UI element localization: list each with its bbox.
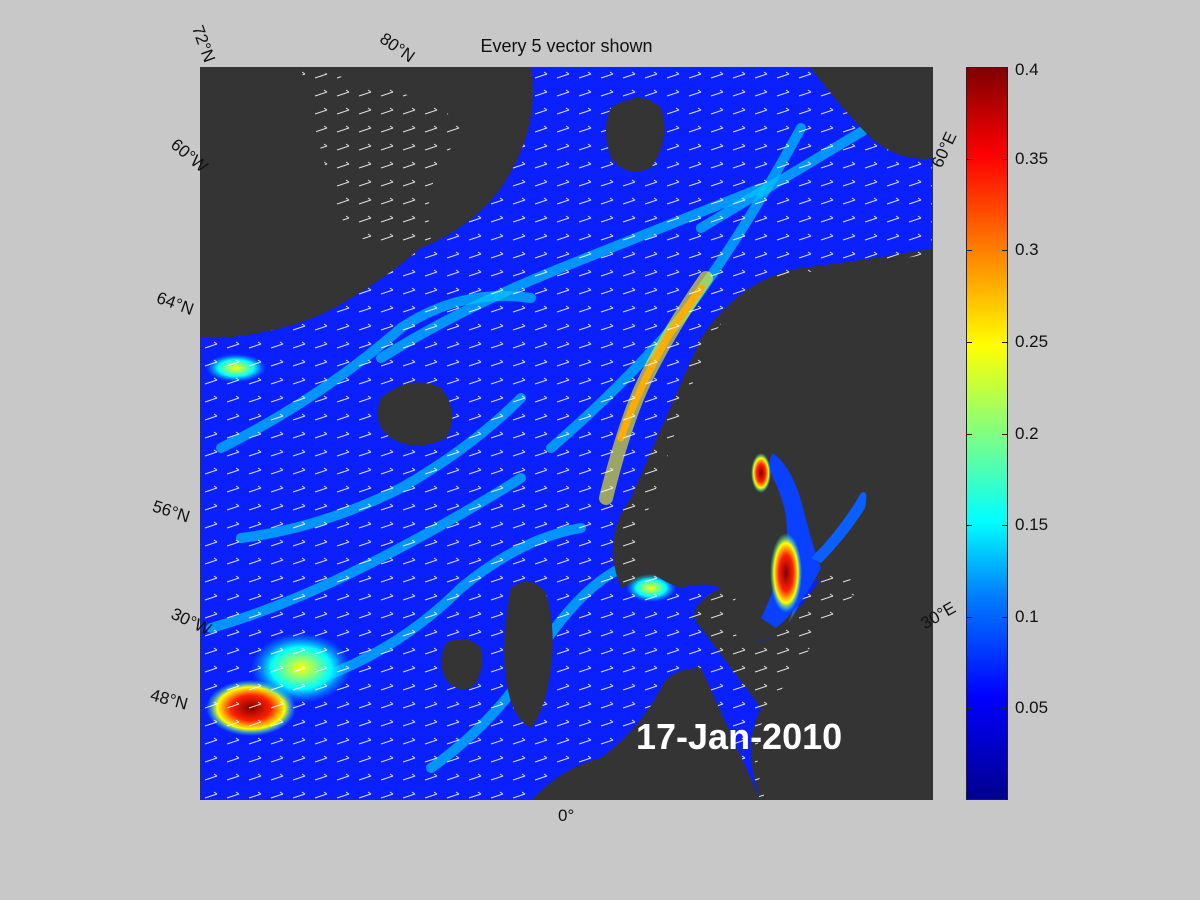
colorbar-tick-mark [1002, 525, 1008, 527]
colorbar-tick-mark [966, 67, 972, 68]
colorbar-tick-label: 0.1 [1015, 606, 1039, 626]
colorbar-tick-mark [1002, 708, 1008, 710]
colorbar-tick-label: 0.2 [1015, 423, 1039, 443]
colorbar-tick-mark [1002, 250, 1008, 252]
date-stamp: 17-Jan-2010 [636, 716, 843, 757]
colorbar-tick-mark [1002, 67, 1008, 68]
lon-label-0: 0° [558, 806, 575, 825]
colorbar-tick-mark [966, 525, 972, 527]
colorbar-tick-label: 0.25 [1015, 331, 1049, 351]
colorbar-tick-mark [966, 616, 972, 618]
lat-label-48n: 48°N [148, 685, 190, 714]
colorbar-tick-label: 0.3 [1015, 240, 1039, 260]
colorbar-tick-mark [966, 341, 972, 343]
colorbar-tick-mark [966, 250, 972, 252]
colorbar-tick-mark [966, 433, 972, 435]
baltic-overlay [751, 453, 867, 628]
colorbar-tick-mark [1002, 433, 1008, 435]
lat-label-56n: 56°N [150, 496, 193, 527]
colorbar-tick-label: 0.4 [1015, 60, 1039, 79]
colorbar-tick-label: 0.35 [1015, 148, 1049, 168]
lat-label-80n: 80°N [376, 28, 419, 67]
map-title: Every 5 vector shown [480, 36, 653, 56]
map-svg [201, 68, 932, 799]
colorbar-tick-mark [1002, 341, 1008, 343]
colorbar-tick-mark [966, 708, 972, 710]
colorbar-tick-label: 0.05 [1015, 698, 1049, 718]
colorbar-tick-mark [966, 158, 972, 160]
colorbar-tick-mark [1002, 158, 1008, 160]
ocean-current-map [200, 67, 933, 800]
land-overlay [201, 68, 932, 799]
colorbar-tick-label: 0.15 [1015, 515, 1049, 535]
colorbar-tick-mark [1002, 616, 1008, 618]
lat-label-64n: 64°N [154, 288, 197, 319]
